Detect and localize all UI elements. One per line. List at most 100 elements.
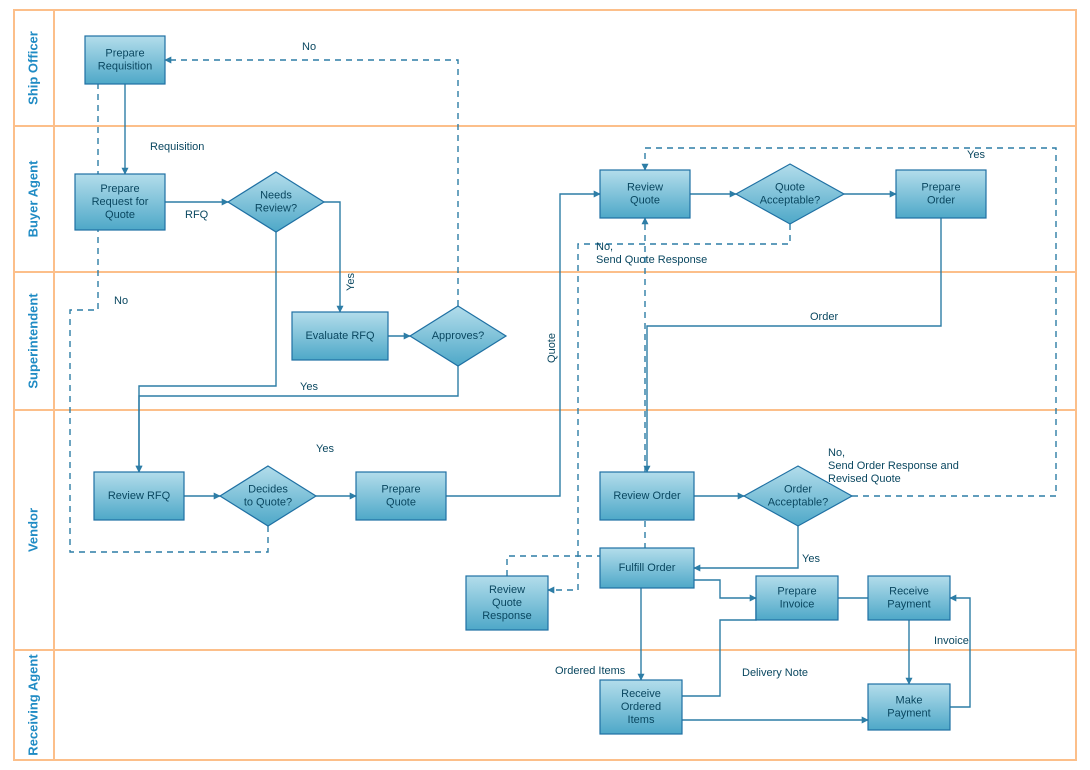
svg-text:Revised Quote: Revised Quote — [828, 473, 901, 485]
node-evaluate-rfq: Evaluate RFQ — [292, 312, 388, 360]
edge-label-e-invoice: Invoice — [934, 635, 969, 647]
edge-e-fulfill-inv — [694, 580, 756, 598]
edge-label-e-appr-no: No — [302, 41, 316, 53]
svg-text:Receive: Receive — [621, 688, 661, 700]
edge-label-e-oa-no: No,Send Order Response andRevised Quote — [828, 447, 959, 485]
lane-label-ship-officer: Ship Officer — [25, 31, 40, 105]
svg-text:Review: Review — [627, 181, 663, 193]
lane-label-receiving-agent: Receiving Agent — [25, 654, 40, 756]
edge-e-nr-yes — [324, 202, 340, 312]
node-review-quote-resp: ReviewQuoteResponse — [466, 576, 548, 630]
svg-text:Prepare: Prepare — [777, 585, 816, 597]
svg-text:No: No — [302, 41, 316, 53]
node-prepare-order: PrepareOrder — [896, 170, 986, 218]
svg-text:Make: Make — [896, 694, 923, 706]
svg-text:Requisition: Requisition — [98, 60, 152, 72]
svg-text:Requisition: Requisition — [150, 141, 204, 153]
edge-e-oa-yes — [694, 526, 798, 568]
svg-text:No: No — [114, 295, 128, 307]
node-receive-payment: ReceivePayment — [868, 576, 950, 620]
edge-label-e-oa-yes: Yes — [802, 553, 820, 565]
svg-text:Prepare: Prepare — [105, 47, 144, 59]
edge-label-e-qa-no: No,Send Quote Response — [596, 241, 707, 266]
node-review-rfq: Review RFQ — [94, 472, 184, 520]
edge-e-nr-no — [139, 232, 276, 472]
node-approves: Approves? — [410, 306, 506, 366]
svg-text:Acceptable?: Acceptable? — [768, 496, 829, 508]
node-prepare-quote: PrepareQuote — [356, 472, 446, 520]
edge-label-e-quote: Quote — [546, 333, 558, 363]
node-review-order: Review Order — [600, 472, 694, 520]
svg-text:Prepare: Prepare — [381, 483, 420, 495]
edge-e-appr-no — [165, 60, 458, 306]
svg-text:Quote: Quote — [630, 194, 660, 206]
svg-text:Prepare: Prepare — [100, 183, 139, 195]
edge-label-e-order: Order — [810, 311, 838, 323]
svg-text:Send Order Response and: Send Order Response and — [828, 460, 959, 472]
svg-text:Response: Response — [482, 610, 532, 622]
svg-text:Review?: Review? — [255, 202, 297, 214]
svg-text:to Quote?: to Quote? — [244, 496, 292, 508]
svg-text:Approves?: Approves? — [432, 330, 485, 342]
svg-text:Yes: Yes — [967, 149, 985, 161]
node-review-quote: ReviewQuote — [600, 170, 690, 218]
node-needs-review: NeedsReview? — [228, 172, 324, 232]
lane-label-buyer-agent: Buyer Agent — [25, 160, 40, 237]
svg-text:Invoice: Invoice — [934, 635, 969, 647]
svg-text:Yes: Yes — [316, 443, 334, 455]
svg-text:Send Quote Response: Send Quote Response — [596, 254, 707, 266]
svg-text:Quote: Quote — [546, 333, 558, 363]
node-receive-ordered: ReceiveOrderedItems — [600, 680, 682, 734]
svg-text:Prepare: Prepare — [921, 181, 960, 193]
svg-text:Quote: Quote — [775, 181, 805, 193]
svg-text:No,: No, — [596, 241, 613, 253]
edge-label-e-qa-yes-label: Yes — [967, 149, 985, 161]
lane-label-superintendent: Superintendent — [25, 293, 40, 389]
edge-label-e-rfq: RFQ — [185, 209, 209, 221]
edge-e-appr-yes — [139, 366, 458, 472]
node-quote-acceptable: QuoteAcceptable? — [736, 164, 844, 224]
svg-text:Delivery Note: Delivery Note — [742, 667, 808, 679]
svg-text:Needs: Needs — [260, 189, 292, 201]
svg-text:Ordered: Ordered — [621, 701, 661, 713]
edge-label-e-dec-no: No — [114, 295, 128, 307]
svg-text:Quote: Quote — [386, 496, 416, 508]
svg-text:Decides: Decides — [248, 483, 288, 495]
svg-text:Invoice: Invoice — [780, 598, 815, 610]
edge-label-e-nr-yes: Yes — [345, 273, 357, 291]
svg-text:Yes: Yes — [345, 273, 357, 291]
svg-text:Acceptable?: Acceptable? — [760, 194, 821, 206]
svg-text:Payment: Payment — [887, 598, 930, 610]
edge-label-e-req: Requisition — [150, 141, 204, 153]
svg-text:No,: No, — [828, 447, 845, 459]
edge-e-make-rec — [950, 598, 970, 707]
svg-text:Items: Items — [628, 714, 655, 726]
node-decides-quote: Decidesto Quote? — [220, 466, 316, 526]
svg-text:Order: Order — [784, 483, 812, 495]
svg-text:Order: Order — [810, 311, 838, 323]
edge-label-e-dec-yes: Yes — [316, 443, 334, 455]
edge-label-e-ordered-items: Ordered Items — [555, 665, 626, 677]
svg-text:Quote: Quote — [492, 597, 522, 609]
lane-label-vendor: Vendor — [25, 508, 40, 552]
svg-text:Fulfill Order: Fulfill Order — [619, 562, 676, 574]
svg-text:Yes: Yes — [300, 381, 318, 393]
swimlane-diagram: Ship Officer Buyer Agent Superintendent Ven… — [0, 0, 1090, 770]
edge-e-delivery-note — [682, 598, 756, 696]
svg-text:Review Order: Review Order — [613, 490, 681, 502]
node-prepare-rfq: PrepareRequest forQuote — [75, 174, 165, 230]
svg-text:Ordered Items: Ordered Items — [555, 665, 626, 677]
edge-e-oa-no — [645, 148, 1056, 496]
svg-text:Review RFQ: Review RFQ — [108, 490, 171, 502]
svg-text:Receive: Receive — [889, 585, 929, 597]
svg-text:Evaluate RFQ: Evaluate RFQ — [305, 330, 375, 342]
svg-text:Order: Order — [927, 194, 955, 206]
node-prepare-requisition: PrepareRequisition — [85, 36, 165, 84]
svg-text:RFQ: RFQ — [185, 209, 209, 221]
node-prepare-invoice: PrepareInvoice — [756, 576, 838, 620]
edge-label-e-delivery-note: Delivery Note — [742, 667, 808, 679]
svg-text:Review: Review — [489, 584, 525, 596]
svg-text:Yes: Yes — [802, 553, 820, 565]
edge-label-e-appr-yes: Yes — [300, 381, 318, 393]
svg-text:Quote: Quote — [105, 209, 135, 221]
